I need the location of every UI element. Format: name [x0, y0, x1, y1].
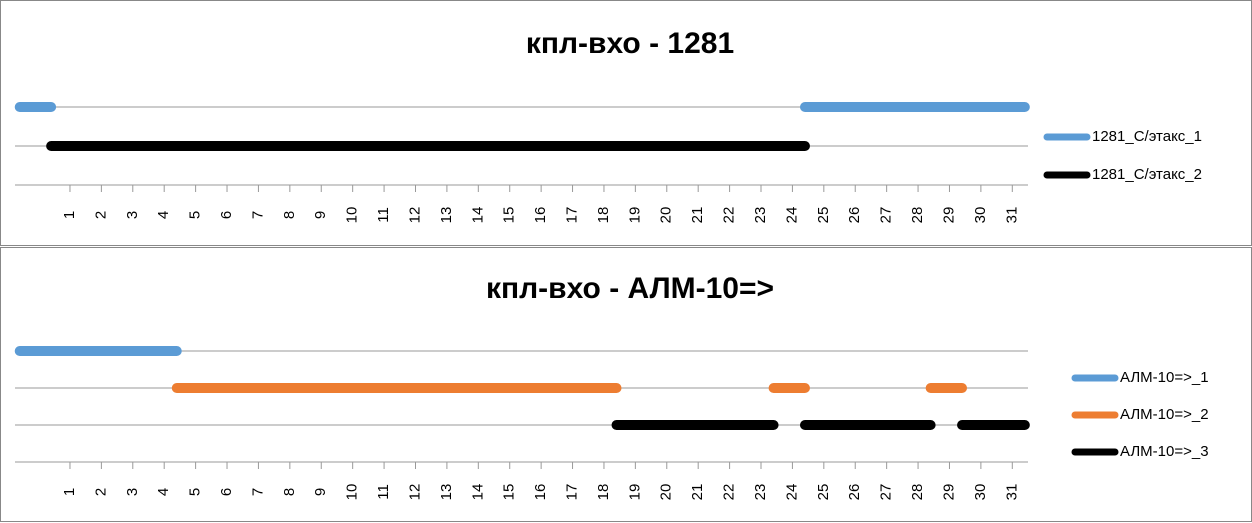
x-tick-label: 6: [218, 211, 235, 219]
x-tick-label: 4: [155, 211, 172, 219]
x-tick-label: 2: [92, 211, 109, 219]
x-tick-label: 31: [1003, 484, 1020, 501]
x-tick-label: 28: [909, 484, 926, 501]
x-tick-label: 3: [124, 488, 141, 496]
x-tick-label: 25: [815, 207, 832, 224]
x-tick-label: 26: [846, 484, 863, 501]
x-tick-label: 15: [501, 207, 518, 224]
x-tick-label: 9: [312, 488, 329, 496]
x-tick-label: 7: [249, 211, 266, 219]
legend-label: АЛМ-10=>_3: [1120, 443, 1209, 460]
chart-title: кпл-вхо - АЛМ-10=>: [486, 272, 774, 305]
x-tick-label: 24: [783, 207, 800, 224]
x-tick-label: 14: [469, 484, 486, 501]
x-tick-label: 22: [721, 207, 738, 224]
x-tick-label: 24: [783, 484, 800, 501]
legend-label: АЛМ-10=>_2: [1120, 406, 1209, 423]
x-tick-label: 5: [187, 488, 204, 496]
x-tick-label: 29: [940, 207, 957, 224]
x-tick-label: 10: [344, 207, 361, 224]
x-tick-label: 22: [721, 484, 738, 501]
x-tick-label: 8: [281, 488, 298, 496]
x-tick-label: 17: [564, 484, 581, 501]
x-tick-label: 13: [438, 484, 455, 501]
x-tick-label: 11: [375, 207, 392, 223]
x-tick-label: 1: [61, 488, 78, 496]
x-tick-label: 10: [344, 484, 361, 501]
x-tick-label: 15: [501, 484, 518, 501]
chart-title: кпл-вхо - 1281: [526, 27, 734, 60]
x-tick-label: 29: [940, 484, 957, 501]
x-tick-label: 4: [155, 488, 172, 496]
x-tick-label: 3: [124, 211, 141, 219]
x-tick-label: 28: [909, 207, 926, 224]
x-tick-label: 23: [752, 207, 769, 224]
x-tick-label: 17: [564, 207, 581, 224]
x-tick-label: 12: [406, 484, 423, 501]
x-tick-label: 30: [972, 207, 989, 224]
x-tick-label: 30: [972, 484, 989, 501]
x-tick-label: 21: [689, 484, 706, 501]
x-tick-label: 26: [846, 207, 863, 224]
x-tick-label: 11: [375, 484, 392, 500]
x-tick-label: 20: [658, 207, 675, 224]
x-tick-label: 16: [532, 484, 549, 501]
x-tick-label: 8: [281, 211, 298, 219]
legend-label: 1281_С/этакс_1: [1092, 128, 1202, 145]
x-tick-label: 18: [595, 207, 612, 224]
x-tick-label: 12: [406, 207, 423, 224]
x-tick-label: 27: [878, 484, 895, 501]
x-tick-label: 16: [532, 207, 549, 224]
x-tick-label: 23: [752, 484, 769, 501]
x-tick-label: 18: [595, 484, 612, 501]
x-tick-label: 13: [438, 207, 455, 224]
x-tick-label: 25: [815, 484, 832, 501]
x-tick-label: 2: [92, 488, 109, 496]
x-tick-label: 6: [218, 488, 235, 496]
x-tick-label: 9: [312, 211, 329, 219]
x-tick-label: 27: [878, 207, 895, 224]
x-tick-label: 20: [658, 484, 675, 501]
x-tick-label: 19: [626, 484, 643, 501]
legend-label: АЛМ-10=>_1: [1120, 369, 1209, 386]
panel-frame: [0, 0, 1252, 246]
x-tick-label: 1: [61, 211, 78, 219]
x-tick-label: 19: [626, 207, 643, 224]
x-tick-label: 5: [187, 211, 204, 219]
x-tick-label: 21: [689, 207, 706, 224]
x-tick-label: 14: [469, 207, 486, 224]
x-tick-label: 7: [249, 488, 266, 496]
legend-label: 1281_С/этакс_2: [1092, 166, 1202, 183]
x-tick-label: 31: [1003, 207, 1020, 224]
